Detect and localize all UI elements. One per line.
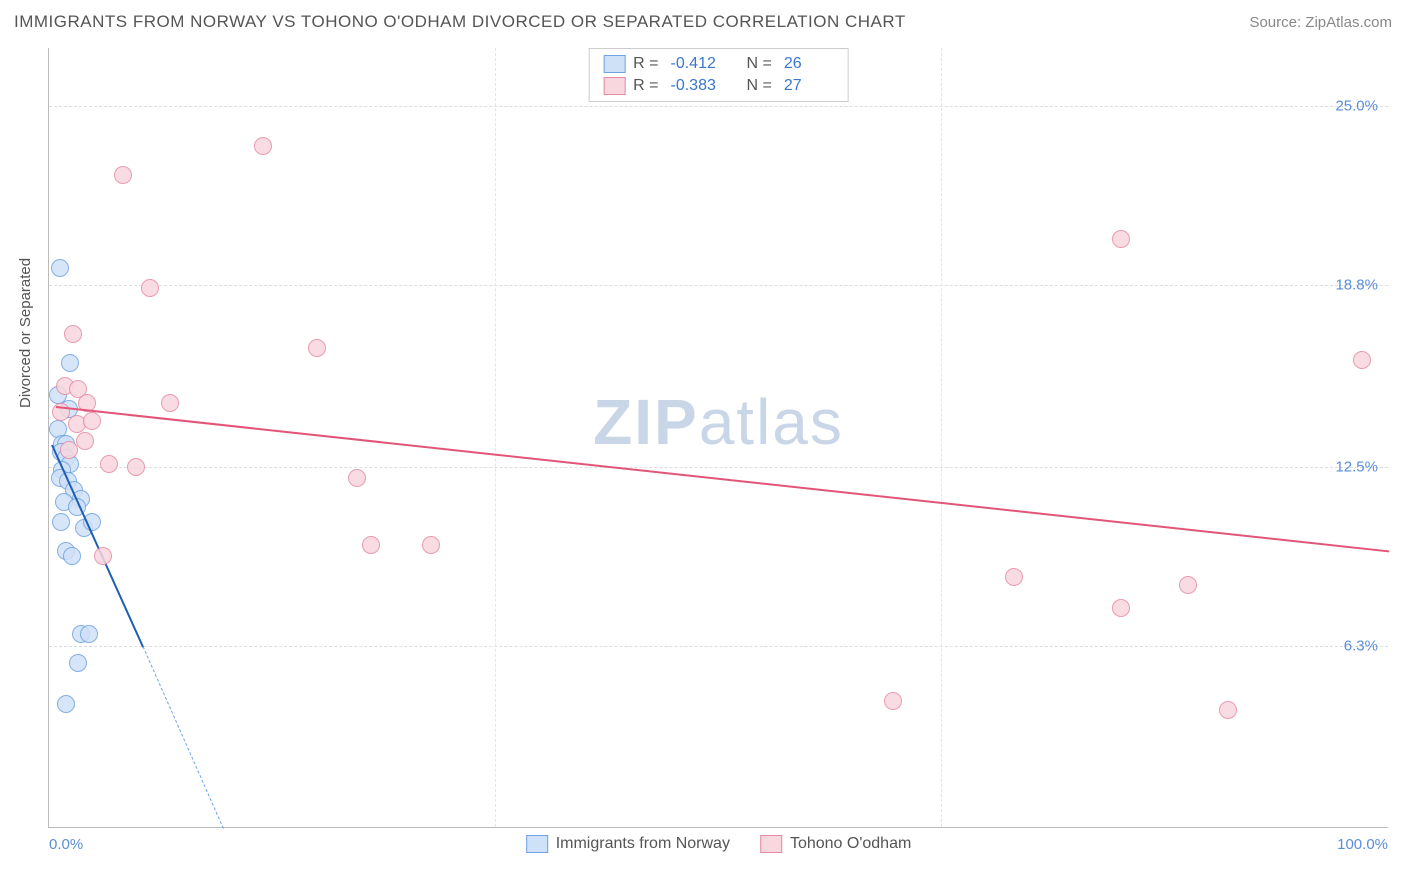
legend-item-series-1: Immigrants from Norway — [526, 835, 730, 853]
data-point — [362, 536, 380, 554]
data-point — [69, 654, 87, 672]
r-label: R = — [633, 55, 658, 73]
r-value-series-2: -0.383 — [671, 77, 721, 95]
data-point — [127, 458, 145, 476]
data-point — [1112, 599, 1130, 617]
y-gridline — [49, 285, 1388, 286]
legend-row-series-2: R = -0.383 N = 27 — [603, 75, 834, 97]
chart-source: Source: ZipAtlas.com — [1249, 14, 1392, 31]
watermark: ZIPatlas — [593, 385, 844, 459]
y-tick-label: 6.3% — [1344, 638, 1378, 655]
data-point — [1219, 701, 1237, 719]
data-point — [63, 547, 81, 565]
data-point — [884, 692, 902, 710]
y-tick-label: 18.8% — [1335, 276, 1378, 293]
data-point — [1179, 576, 1197, 594]
data-point — [422, 536, 440, 554]
swatch-series-1 — [603, 55, 625, 73]
x-gridline — [495, 48, 496, 827]
legend-label-series-1: Immigrants from Norway — [556, 835, 730, 853]
n-label: N = — [747, 55, 772, 73]
n-label: N = — [747, 77, 772, 95]
n-value-series-1: 26 — [784, 55, 834, 73]
x-max-label: 100.0% — [1337, 836, 1388, 853]
watermark-atlas: atlas — [699, 386, 844, 458]
legend-correlation: R = -0.412 N = 26 R = -0.383 N = 27 — [588, 48, 849, 102]
data-point — [52, 513, 70, 531]
data-point — [1005, 568, 1023, 586]
y-tick-label: 25.0% — [1335, 97, 1378, 114]
y-gridline — [49, 106, 1388, 107]
data-point — [141, 279, 159, 297]
data-point — [64, 325, 82, 343]
r-value-series-1: -0.412 — [671, 55, 721, 73]
trend-line-extrapolated — [142, 646, 223, 828]
n-value-series-2: 27 — [784, 77, 834, 95]
data-point — [308, 339, 326, 357]
data-point — [94, 547, 112, 565]
swatch-series-2 — [760, 835, 782, 853]
x-min-label: 0.0% — [49, 836, 83, 853]
swatch-series-1 — [526, 835, 548, 853]
legend-item-series-2: Tohono O'odham — [760, 835, 911, 853]
legend-label-series-2: Tohono O'odham — [790, 835, 911, 853]
y-axis-title: Divorced or Separated — [17, 257, 34, 407]
data-point — [60, 441, 78, 459]
data-point — [51, 259, 69, 277]
data-point — [348, 469, 366, 487]
r-label: R = — [633, 77, 658, 95]
legend-row-series-1: R = -0.412 N = 26 — [603, 53, 834, 75]
x-gridline — [941, 48, 942, 827]
watermark-zip: ZIP — [593, 386, 699, 458]
data-point — [114, 166, 132, 184]
plot-area: Divorced or Separated ZIPatlas R = -0.41… — [48, 48, 1388, 828]
data-point — [83, 412, 101, 430]
swatch-series-2 — [603, 77, 625, 95]
data-point — [254, 137, 272, 155]
chart-header: IMMIGRANTS FROM NORWAY VS TOHONO O'ODHAM… — [14, 12, 1392, 32]
data-point — [1112, 230, 1130, 248]
data-point — [100, 455, 118, 473]
chart-title: IMMIGRANTS FROM NORWAY VS TOHONO O'ODHAM… — [14, 12, 906, 32]
data-point — [61, 354, 79, 372]
data-point — [80, 625, 98, 643]
data-point — [1353, 351, 1371, 369]
data-point — [161, 394, 179, 412]
data-point — [76, 432, 94, 450]
y-tick-label: 12.5% — [1335, 458, 1378, 475]
y-gridline — [49, 467, 1388, 468]
data-point — [57, 695, 75, 713]
trend-line — [56, 406, 1390, 552]
y-gridline — [49, 646, 1388, 647]
legend-series: Immigrants from Norway Tohono O'odham — [526, 835, 912, 853]
